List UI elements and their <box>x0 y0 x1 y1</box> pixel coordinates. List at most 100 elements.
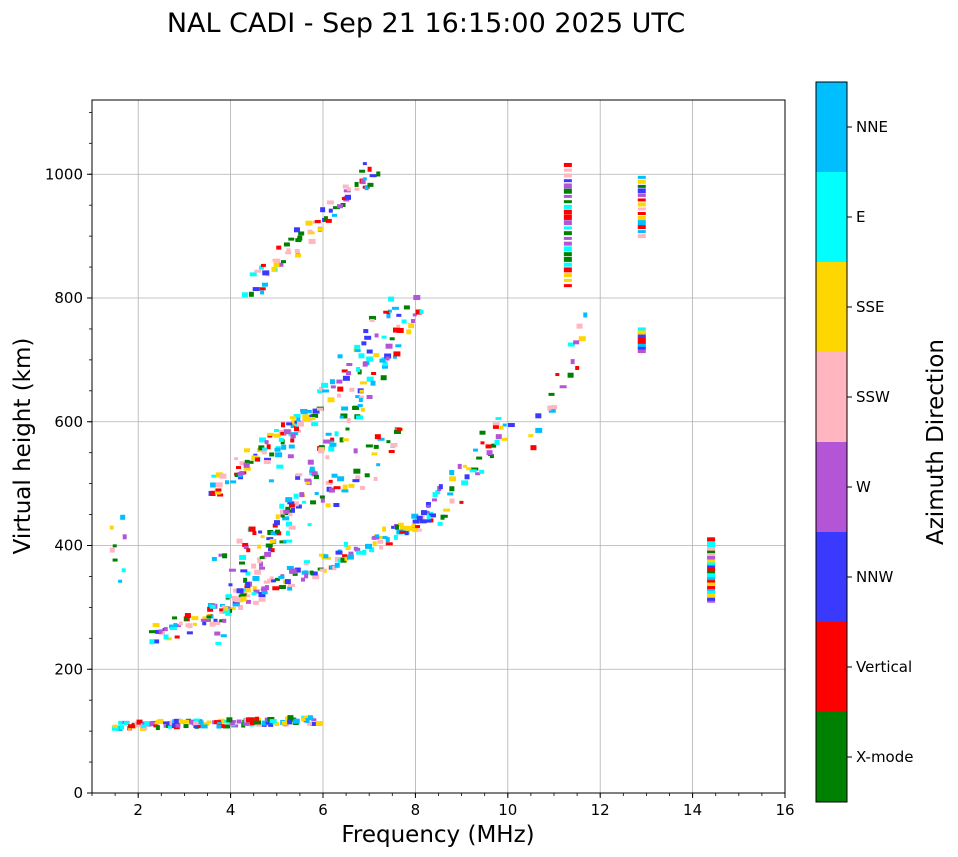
echo-mark <box>372 541 377 547</box>
y-axis-label: Virtual height (km) <box>10 338 36 555</box>
echo-mark <box>346 371 352 376</box>
echo-mark <box>292 718 300 724</box>
x-axis-label: Frequency (MHz) <box>341 822 534 848</box>
echo-mark <box>279 262 284 267</box>
echo-mark <box>345 427 350 431</box>
echo-mark <box>216 724 222 729</box>
echo-mark <box>318 553 326 557</box>
echo-mark <box>246 594 251 598</box>
echo-mark <box>637 179 646 184</box>
echo-mark <box>449 498 455 504</box>
echo-mark <box>136 724 143 728</box>
echo-mark <box>248 717 256 722</box>
echo-mark <box>489 454 494 459</box>
echo-mark <box>242 588 248 592</box>
echo-mark <box>283 429 291 435</box>
echo-mark <box>372 535 377 540</box>
echo-mark <box>334 431 339 437</box>
echo-mark <box>336 393 341 398</box>
echo-mark <box>495 434 502 440</box>
echo-mark <box>551 405 558 410</box>
echo-mark <box>312 408 320 414</box>
echo-mark <box>567 372 574 378</box>
echo-mark <box>563 220 572 226</box>
echo-mark <box>178 621 183 626</box>
echo-mark <box>152 623 160 628</box>
echo-mark <box>435 490 441 495</box>
plot-area <box>92 100 785 793</box>
colorbar-swatch <box>816 532 847 622</box>
echo-mark <box>377 437 385 441</box>
echo-mark <box>637 193 646 197</box>
echo-mark <box>563 262 572 267</box>
echo-mark <box>260 263 266 267</box>
echo-mark <box>280 514 285 518</box>
echo-mark <box>278 585 286 590</box>
echo-mark <box>169 627 177 631</box>
echo-mark <box>563 173 572 178</box>
echo-mark <box>274 447 281 452</box>
echo-mark <box>268 547 273 552</box>
echo-mark <box>354 181 359 187</box>
echo-mark <box>319 495 325 499</box>
echo-mark <box>213 618 218 622</box>
echo-mark <box>707 570 716 574</box>
y-tick-label: 0 <box>73 784 83 802</box>
echo-mark <box>323 554 329 559</box>
colorbar-swatch <box>816 622 847 712</box>
echo-mark <box>364 335 372 340</box>
echo-mark <box>303 715 309 720</box>
echo-mark <box>157 718 164 724</box>
echo-mark <box>267 529 274 535</box>
echo-mark <box>317 389 323 394</box>
echo-mark <box>295 474 301 480</box>
echo-mark <box>447 492 454 496</box>
echo-mark <box>377 539 384 544</box>
echo-mark <box>294 567 301 573</box>
echo-mark <box>637 332 646 338</box>
echo-mark <box>276 464 284 469</box>
echo-mark <box>200 618 206 622</box>
echo-mark <box>548 408 556 413</box>
echo-mark <box>479 430 486 435</box>
echo-mark <box>266 537 274 541</box>
echo-mark <box>466 467 473 471</box>
echo-mark <box>371 452 378 456</box>
echo-mark <box>224 606 229 611</box>
echo-mark <box>390 442 398 447</box>
echo-mark <box>304 573 309 579</box>
echo-mark <box>301 717 306 722</box>
echo-mark <box>342 375 350 381</box>
echo-mark <box>287 586 293 591</box>
echo-mark <box>252 287 260 292</box>
echo-mark <box>285 716 290 722</box>
echo-mark <box>245 717 250 723</box>
echo-mark <box>229 606 236 610</box>
echo-mark <box>273 433 281 438</box>
echo-mark <box>385 343 393 349</box>
echo-mark <box>183 724 189 729</box>
echo-mark <box>332 206 340 210</box>
echo-mark <box>269 576 274 580</box>
echo-mark <box>288 237 295 241</box>
echo-mark <box>280 431 285 435</box>
echo-mark <box>707 557 716 563</box>
echo-mark <box>341 489 349 493</box>
echo-mark <box>112 724 118 728</box>
echo-mark <box>387 309 392 313</box>
echo-mark <box>263 460 271 465</box>
echo-mark <box>386 440 391 444</box>
echo-mark <box>286 521 293 527</box>
echo-mark <box>280 422 285 428</box>
echo-mark <box>359 395 365 399</box>
echo-mark <box>469 469 477 473</box>
echo-mark <box>122 534 127 540</box>
echo-mark <box>232 603 240 607</box>
echo-mark <box>583 312 588 318</box>
echo-mark <box>120 514 126 520</box>
echo-mark <box>286 565 294 570</box>
echo-mark <box>354 187 360 191</box>
echo-mark <box>440 514 445 520</box>
echo-mark <box>246 548 251 553</box>
echo-mark <box>315 721 323 727</box>
